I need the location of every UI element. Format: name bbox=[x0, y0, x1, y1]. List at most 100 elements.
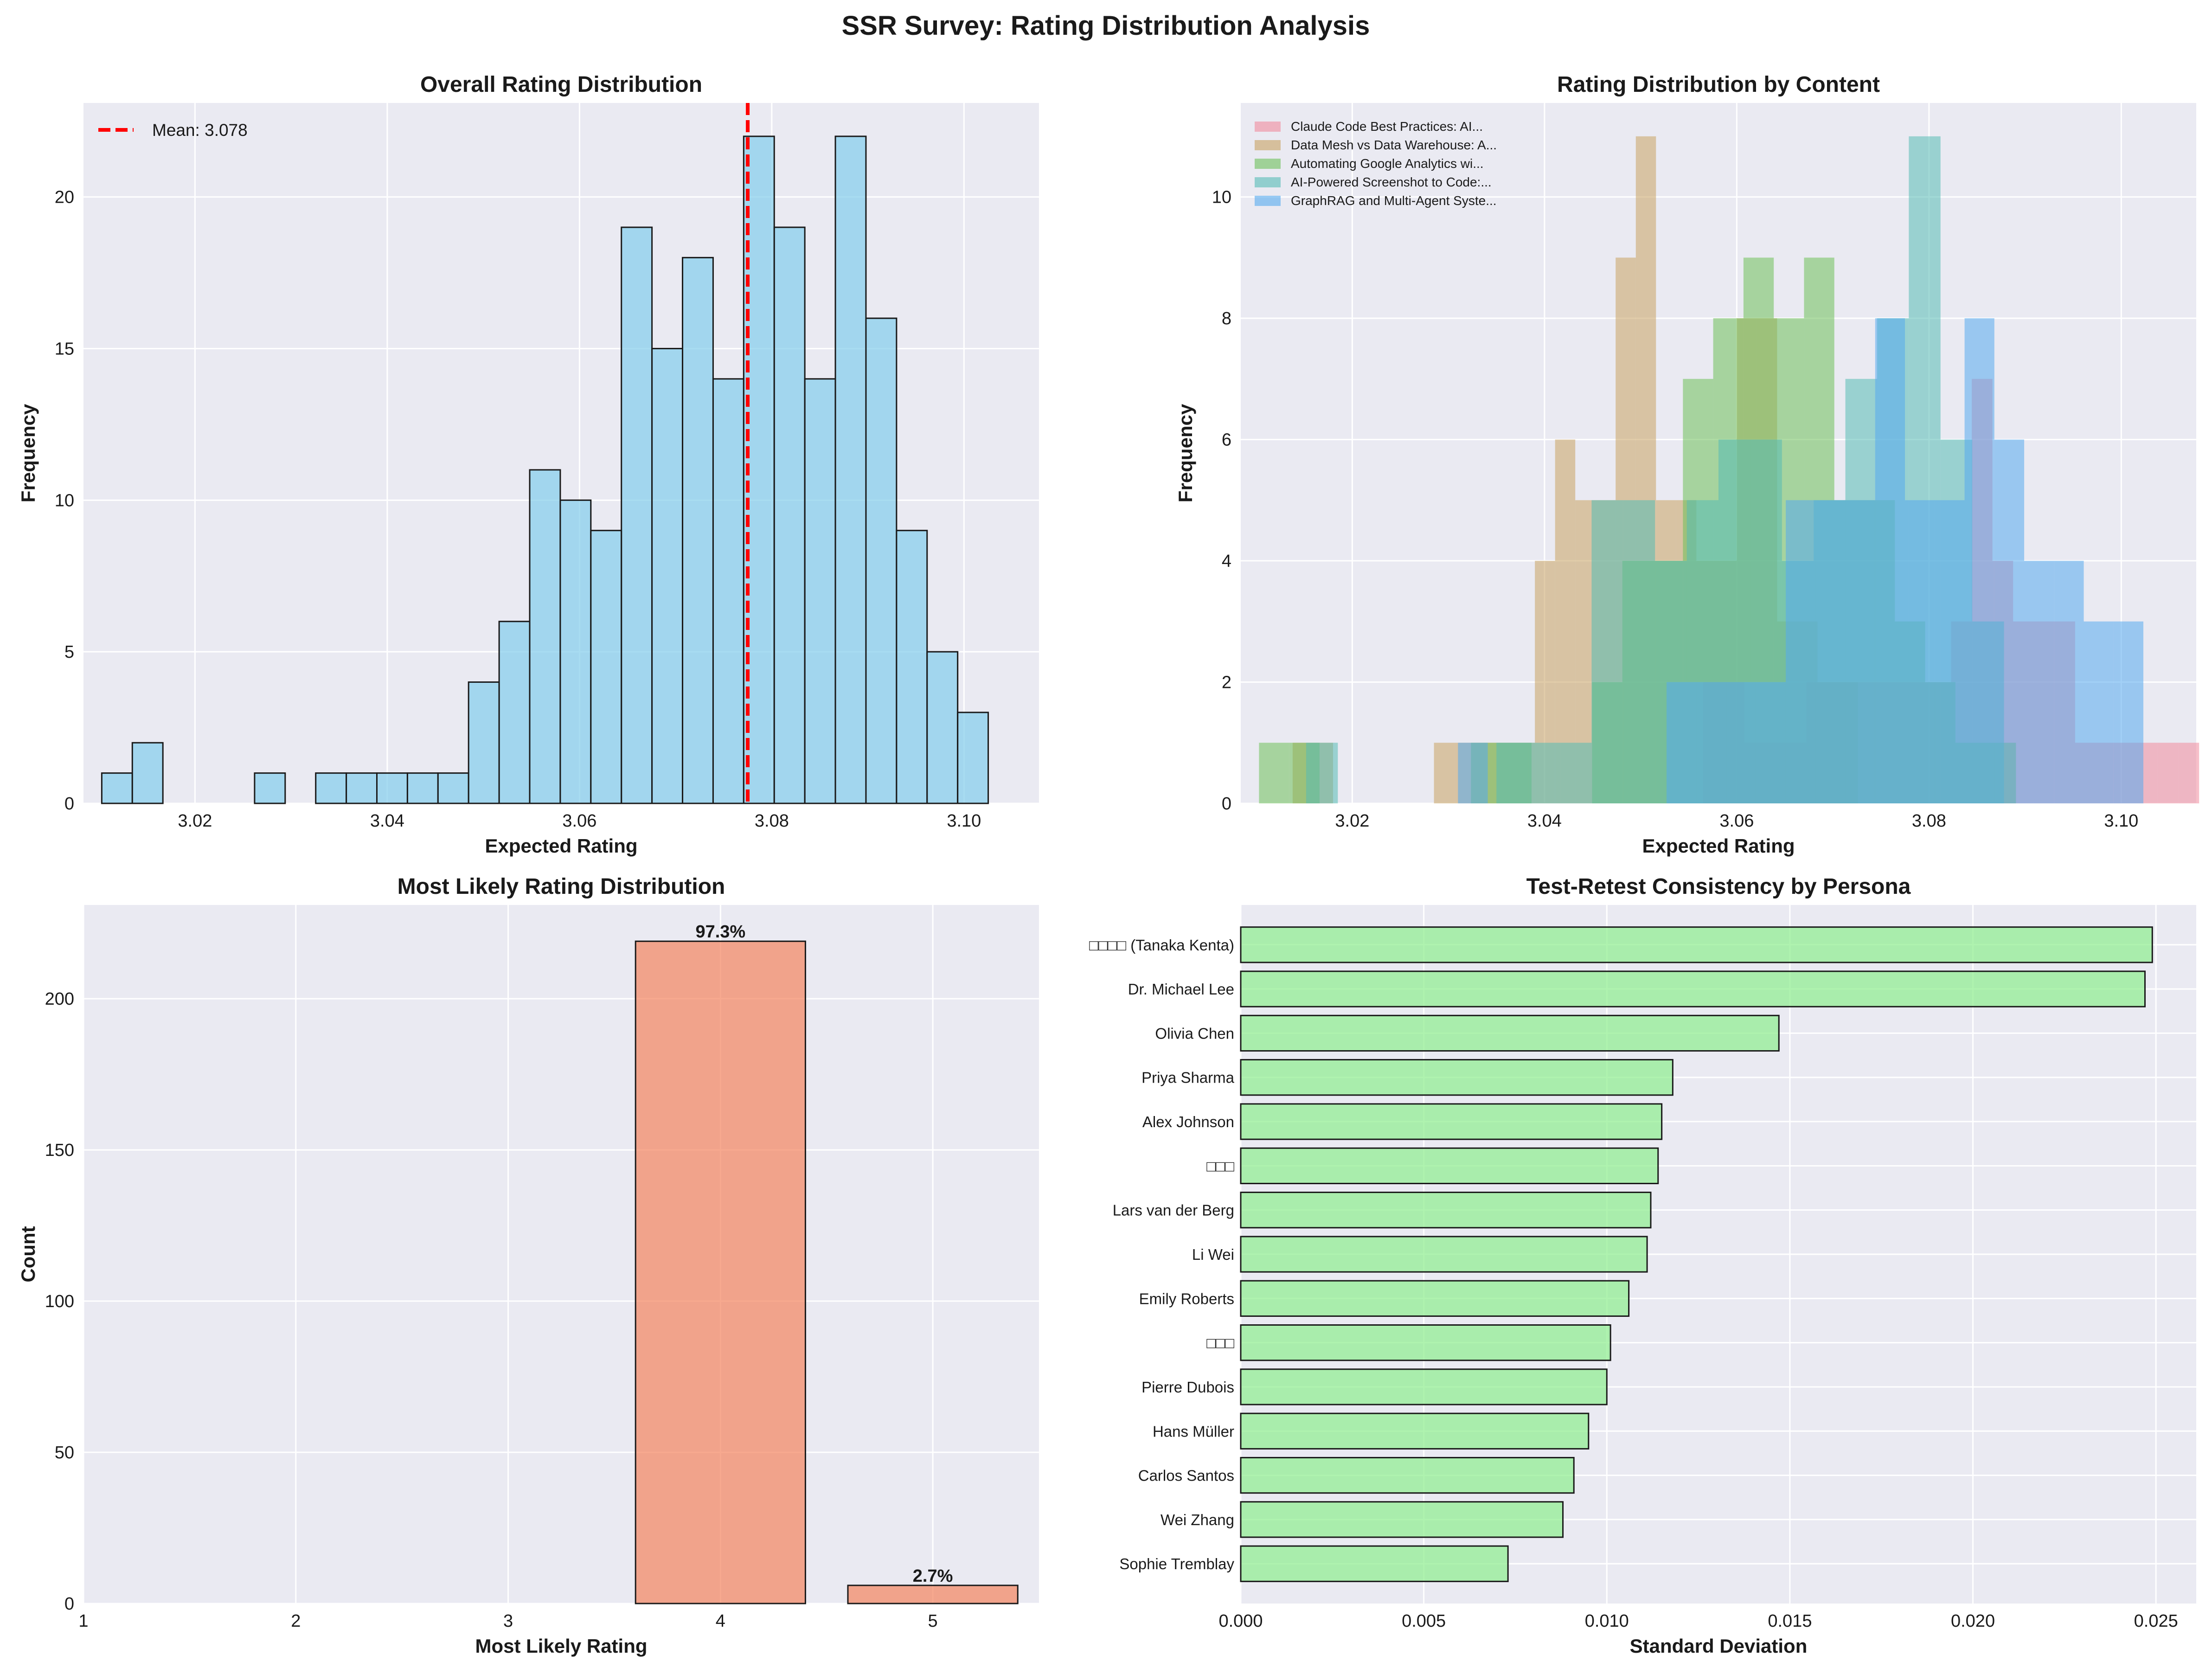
legend-mean-label: Mean: 3.078 bbox=[152, 121, 248, 140]
y-tick-label: 10 bbox=[55, 491, 74, 510]
persona-bar bbox=[1240, 1103, 1663, 1140]
overall-rating-histogram: 3.02 3.04 3.06 3.08 3.10 0 5 10 15 20 Overall Rat… bbox=[17, 72, 1039, 857]
x-tick-label: 3.04 bbox=[1527, 811, 1562, 831]
x-tick-label: 3.10 bbox=[2104, 811, 2138, 831]
y-tick-label: 200 bbox=[45, 989, 74, 1009]
persona-bar bbox=[1240, 1280, 1630, 1317]
x-axis-label: Expected Rating bbox=[1642, 835, 1795, 857]
legend-label: Claude Code Best Practices: AI... bbox=[1291, 119, 1483, 134]
x-tick-label: 5 bbox=[928, 1611, 938, 1631]
figure-title: SSR Survey: Rating Distribution Analysis bbox=[842, 11, 1370, 41]
histogram-bar bbox=[346, 772, 378, 804]
legend-swatch bbox=[1255, 177, 1281, 187]
persona-label: □□□ bbox=[1206, 1157, 1234, 1174]
histogram-bar bbox=[926, 651, 959, 804]
persona-bar bbox=[1240, 1412, 1590, 1450]
x-tick-label: 0.025 bbox=[2134, 1611, 2178, 1631]
histogram-bar bbox=[2113, 621, 2144, 803]
x-tick-label: 3.02 bbox=[1335, 811, 1369, 831]
histogram-bar bbox=[651, 347, 684, 804]
histogram-bar bbox=[1726, 682, 1756, 803]
histogram-bar bbox=[2158, 743, 2179, 803]
x-axis-label: Standard Deviation bbox=[1630, 1635, 1808, 1657]
histogram-bar bbox=[865, 317, 898, 804]
y-axis-label: Frequency bbox=[1174, 404, 1196, 502]
y-tick-label: 4 bbox=[1222, 552, 1231, 571]
persona-bar bbox=[1240, 1192, 1652, 1229]
chart-title: Overall Rating Distribution bbox=[420, 72, 702, 97]
y-tick-label: 15 bbox=[55, 339, 74, 359]
persona-label: Hans Müller bbox=[1153, 1423, 1234, 1440]
y-tick-label: 20 bbox=[55, 188, 74, 207]
chart-title: Rating Distribution by Content bbox=[1557, 72, 1880, 97]
y-tick-label: 0 bbox=[64, 1594, 74, 1614]
legend-label: GraphRAG and Multi-Agent Syste... bbox=[1291, 193, 1497, 208]
persona-label: Li Wei bbox=[1192, 1246, 1234, 1263]
x-tick-label: 0.010 bbox=[1585, 1611, 1629, 1631]
x-tick-label: 3.08 bbox=[755, 811, 789, 831]
persona-label: □□□□ (Tanaka Kenta) bbox=[1089, 937, 1234, 954]
panel-background bbox=[83, 905, 1039, 1604]
chart-title: Test-Retest Consistency by Persona bbox=[1526, 874, 1911, 899]
histogram-bar bbox=[773, 226, 806, 804]
histogram-bar bbox=[1528, 743, 1560, 803]
histogram-bar bbox=[804, 378, 836, 804]
x-tick-label: 4 bbox=[716, 1611, 725, 1631]
histogram-bar bbox=[1815, 500, 1846, 803]
histogram-bar bbox=[437, 772, 469, 804]
histogram-bar bbox=[1756, 682, 1786, 803]
y-tick-label: 5 bbox=[64, 642, 74, 662]
histogram-bar bbox=[1845, 500, 1875, 803]
persona-bar bbox=[1240, 1236, 1648, 1273]
histogram-bar bbox=[712, 378, 744, 804]
histogram-bar bbox=[1875, 318, 1905, 803]
bars: 97.3% 2.7% bbox=[635, 922, 1019, 1604]
x-tick-label: 1 bbox=[78, 1611, 88, 1631]
histogram-bar bbox=[101, 772, 133, 804]
x-tick-label: 0.005 bbox=[1402, 1611, 1446, 1631]
persona-label: Carlos Santos bbox=[1138, 1467, 1234, 1484]
persona-bar bbox=[1240, 1059, 1673, 1096]
histogram-bar bbox=[590, 530, 622, 804]
y-tick-label: 0 bbox=[1222, 794, 1231, 814]
legend-label: Data Mesh vs Data Warehouse: A... bbox=[1291, 138, 1497, 152]
horizontal-bars bbox=[1240, 926, 2153, 1582]
x-tick-label: 3.08 bbox=[1912, 811, 1946, 831]
histogram-bars bbox=[101, 135, 989, 804]
histogram-bar bbox=[1623, 500, 1655, 803]
persona-label: Dr. Michael Lee bbox=[1128, 981, 1234, 998]
histogram-bar bbox=[1458, 743, 1488, 803]
y-axis-label: Frequency bbox=[17, 404, 39, 502]
histogram-bar bbox=[2084, 621, 2114, 803]
persona-consistency-bar-chart: 0.000 0.005 0.010 0.015 0.020 0.025 □□□□ (Tana… bbox=[1089, 874, 2196, 1657]
histogram-bar bbox=[559, 499, 592, 804]
content-rating-histogram: 3.02 3.04 3.06 3.08 3.10 0 2 4 6 8 10 Rating Distr… bbox=[1174, 72, 2199, 857]
histogram-bar bbox=[1786, 500, 1816, 803]
x-tick-label: 3.06 bbox=[562, 811, 596, 831]
legend-swatch bbox=[1255, 159, 1281, 169]
x-tick-label: 0.015 bbox=[1768, 1611, 1812, 1631]
x-axis-label: Most Likely Rating bbox=[475, 1635, 647, 1657]
histogram-bar bbox=[529, 469, 561, 804]
y-tick-label: 100 bbox=[45, 1292, 74, 1311]
y-tick-label: 2 bbox=[1222, 673, 1231, 693]
legend-label: AI-Powered Screenshot to Code:... bbox=[1291, 175, 1492, 189]
histogram-bar bbox=[1905, 500, 1935, 803]
rating-bar bbox=[847, 1585, 1019, 1604]
persona-label: Sophie Tremblay bbox=[1119, 1555, 1234, 1572]
chart-title: Most Likely Rating Distribution bbox=[398, 874, 725, 899]
persona-bar bbox=[1240, 970, 2146, 1007]
histogram-bar bbox=[1667, 682, 1697, 803]
legend-swatch bbox=[1255, 140, 1281, 150]
histogram-bar bbox=[957, 712, 989, 804]
legend-swatch bbox=[1255, 122, 1281, 132]
legend-label: Automating Google Analytics wi... bbox=[1291, 156, 1484, 171]
histogram-bar bbox=[406, 772, 439, 804]
persona-bar bbox=[1240, 1456, 1575, 1494]
y-tick-label: 0 bbox=[64, 794, 74, 814]
persona-label: Wei Zhang bbox=[1160, 1511, 1234, 1528]
y-axis-label: Count bbox=[17, 1226, 39, 1282]
persona-label: □□□ bbox=[1206, 1334, 1234, 1352]
